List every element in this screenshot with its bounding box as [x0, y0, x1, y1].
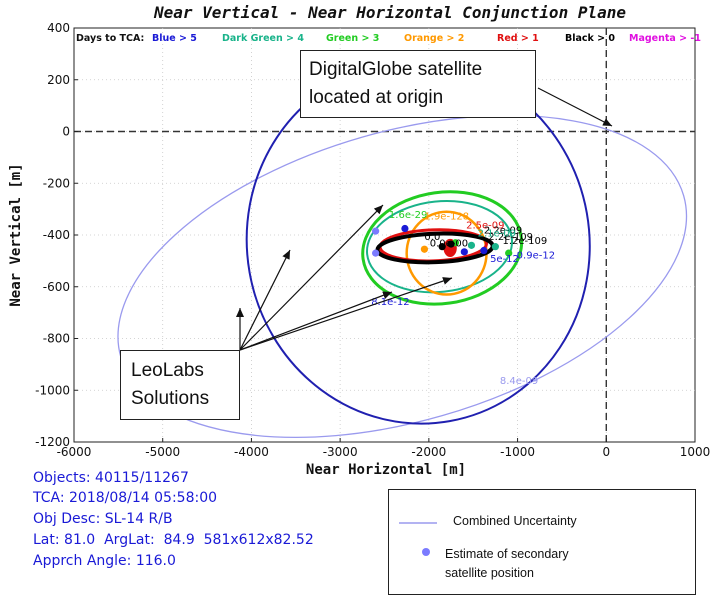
- key-combined-uncertainty: Combined Uncertainty: [453, 514, 577, 528]
- digitalglobe-callout-line-1: DigitalGlobe satellite: [309, 59, 483, 80]
- secondary-position-point: [460, 248, 468, 256]
- info-lat-arglat: Lat: 81.0 ArgLat: 84.9 581x612x82.52: [33, 532, 314, 548]
- leolabs-callout-line-2: Solutions: [131, 388, 210, 409]
- info-objects: Objects: 40115/11267: [33, 470, 189, 486]
- digitalglobe-callout: DigitalGlobe satellite located at origin: [300, 50, 536, 118]
- y-tick-label: -800: [43, 332, 70, 346]
- info-obj-desc: Obj Desc: SL-14 R/B: [33, 511, 173, 527]
- x-tick-label: 0: [602, 445, 610, 459]
- legend-entry: Blue > 5: [152, 33, 197, 44]
- secondary-position-point: [447, 240, 455, 248]
- secondary-position-point: [372, 249, 380, 257]
- probability-label: 8.1e-12: [371, 297, 409, 308]
- secondary-position-point: [401, 224, 409, 233]
- secondary-position-points: [372, 224, 513, 257]
- probability-label: 5e-12: [490, 254, 519, 265]
- x-tick-label: -3000: [323, 445, 358, 459]
- probability-label: 0.0: [424, 232, 440, 243]
- y-tick-label: -400: [43, 228, 70, 242]
- y-tick-label: -200: [43, 176, 70, 190]
- y-tick-label: -600: [43, 280, 70, 294]
- probability-labels: 1.6e-291.9e-128 8.1e-12 8.4e-09 2.5e-092.2e…: [371, 210, 555, 387]
- x-tick-label: 1000: [680, 445, 711, 459]
- probability-label: 2.5e-09: [466, 221, 504, 232]
- probability-label: 2.1e-09: [478, 228, 516, 239]
- secondary-position-point: [480, 246, 488, 255]
- secondary-position-dot-swatch: [422, 548, 430, 556]
- annotation-arrow: [239, 291, 393, 351]
- y-tick-label: 200: [47, 73, 70, 87]
- leolabs-callout-line-1: LeoLabs: [131, 360, 204, 381]
- info-tca: TCA: 2018/08/14 05:58:00: [33, 490, 218, 506]
- secondary-position-point: [491, 243, 499, 251]
- days-to-tca-legend: Days to TCA: Blue > 5 Dark Green > 4 Green …: [76, 33, 701, 44]
- probability-label: 2.2e-109: [488, 232, 533, 243]
- x-tick-label: -5000: [145, 445, 180, 459]
- x-tick-label: -2000: [411, 445, 446, 459]
- probability-label: 0.0e-00: [430, 239, 468, 250]
- legend-entry: Orange > 2: [404, 33, 464, 44]
- secondary-position-point: [467, 241, 476, 249]
- probability-label: 1.6e-29: [389, 210, 427, 221]
- annotation-arrow: [239, 277, 453, 351]
- key-symbols: [399, 522, 437, 556]
- x-tick-label: -1000: [500, 445, 535, 459]
- probability-label: 8.4e-09: [500, 376, 538, 387]
- uncertainty-ellipse: [361, 190, 524, 306]
- probability-label: 1.2e-109: [502, 236, 547, 247]
- x-tick-label: -6000: [57, 445, 92, 459]
- legend-entry: Magenta > -1: [629, 33, 701, 44]
- legend-entry: Dark Green > 4: [222, 33, 304, 44]
- probability-label: 1.9e-128: [424, 211, 469, 222]
- secondary-position-point: [505, 249, 513, 257]
- key-box: Combined Uncertainty Estimate of seconda…: [388, 489, 696, 595]
- info-approach-angle: Apprch Angle: 116.0: [33, 553, 176, 569]
- secondary-position-point: [438, 243, 446, 251]
- secondary-position-point: [420, 245, 429, 253]
- probability-label: 0.9e-12: [517, 250, 555, 261]
- annotation-arrow: [537, 87, 613, 127]
- annotation-arrow: [239, 204, 384, 351]
- secondary-position-point: [372, 227, 380, 235]
- annotation-arrows: [236, 87, 613, 351]
- legend-title: Days to TCA:: [76, 33, 144, 44]
- key-estimate-line-2: satellite position: [445, 566, 534, 580]
- digitalglobe-callout-line-2: located at origin: [309, 87, 444, 108]
- axis-ticks: -6000 -5000 -4000 -3000 -2000 -1000 0 100040020…: [35, 21, 710, 459]
- legend-entry: Black > 0: [565, 33, 615, 44]
- y-tick-label: -1200: [35, 435, 70, 449]
- leolabs-callout: LeoLabs Solutions: [120, 350, 240, 420]
- legend-entry: Green > 3: [326, 33, 379, 44]
- y-tick-label: 0: [62, 125, 70, 139]
- y-axis-label: Near Vertical [m]: [8, 163, 24, 306]
- y-tick-label: 400: [47, 21, 70, 35]
- uncertainty-ellipse: [366, 199, 514, 294]
- key-estimate-line-1: Estimate of secondary: [445, 547, 569, 561]
- x-tick-label: -4000: [234, 445, 269, 459]
- y-tick-label: -1000: [35, 383, 70, 397]
- probability-label: 2.2e-09: [484, 226, 522, 237]
- annotation-arrow: [239, 249, 291, 351]
- x-axis-label: Near Horizontal [m]: [306, 462, 466, 478]
- legend-entry: Red > 1: [497, 33, 539, 44]
- chart-title: Near Vertical - Near Horizontal Conjunct…: [153, 3, 626, 22]
